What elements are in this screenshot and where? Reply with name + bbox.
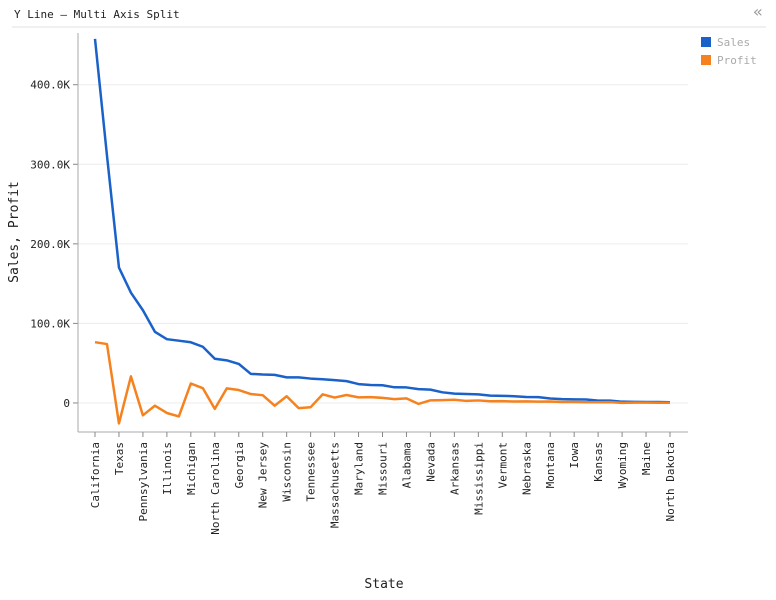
x-axis-title: State	[364, 577, 403, 592]
y-axis-title: Sales, Profit	[7, 181, 22, 283]
x-tick-label: Nebraska	[520, 442, 533, 495]
x-tick-label: Arkansas	[448, 442, 461, 495]
x-tick-label: Wisconsin	[281, 442, 294, 502]
x-tick-label: Georgia	[233, 442, 246, 488]
x-tick-label: Texas	[113, 442, 126, 475]
legend-swatch[interactable]	[701, 55, 711, 65]
x-tick-label: New Jersey	[257, 442, 270, 509]
y-tick-label: 400.0K	[30, 79, 70, 92]
x-tick-label: California	[89, 442, 102, 508]
x-tick-label: North Carolina	[209, 442, 222, 535]
x-tick-label: Mississippi	[472, 442, 485, 515]
x-tick-label: Maine	[640, 442, 653, 475]
x-tick-label: Michigan	[185, 442, 198, 495]
y-tick-label: 0	[63, 397, 70, 410]
legend-label[interactable]: Sales	[717, 36, 750, 49]
x-tick-label: Missouri	[377, 442, 390, 495]
x-tick-label: Alabama	[400, 442, 413, 488]
legend-label[interactable]: Profit	[717, 54, 757, 67]
x-tick-label: Illinois	[161, 442, 174, 495]
y-tick-label: 100.0K	[30, 317, 70, 330]
series-line	[93, 38, 671, 404]
x-tick-label: Massachusetts	[329, 442, 342, 528]
x-tick-label: Wyoming	[616, 442, 629, 488]
collapse-icon[interactable]: «	[753, 2, 763, 21]
x-tick-label: Montana	[544, 442, 557, 488]
x-tick-label: Pennsylvania	[137, 442, 150, 521]
panel-title: Y Line – Multi Axis Split	[14, 8, 180, 21]
x-tick-label: Kansas	[592, 442, 605, 482]
x-tick-label: Nevada	[424, 442, 437, 482]
x-tick-label: Tennessee	[305, 442, 318, 502]
y-tick-label: 300.0K	[30, 158, 70, 171]
legend-swatch[interactable]	[701, 37, 711, 47]
x-tick-label: Iowa	[568, 442, 581, 469]
y-tick-label: 200.0K	[30, 238, 70, 251]
x-tick-label: North Dakota	[664, 442, 677, 521]
series-line	[94, 340, 671, 425]
x-tick-label: Maryland	[353, 442, 366, 495]
x-tick-label: Vermont	[496, 442, 509, 488]
